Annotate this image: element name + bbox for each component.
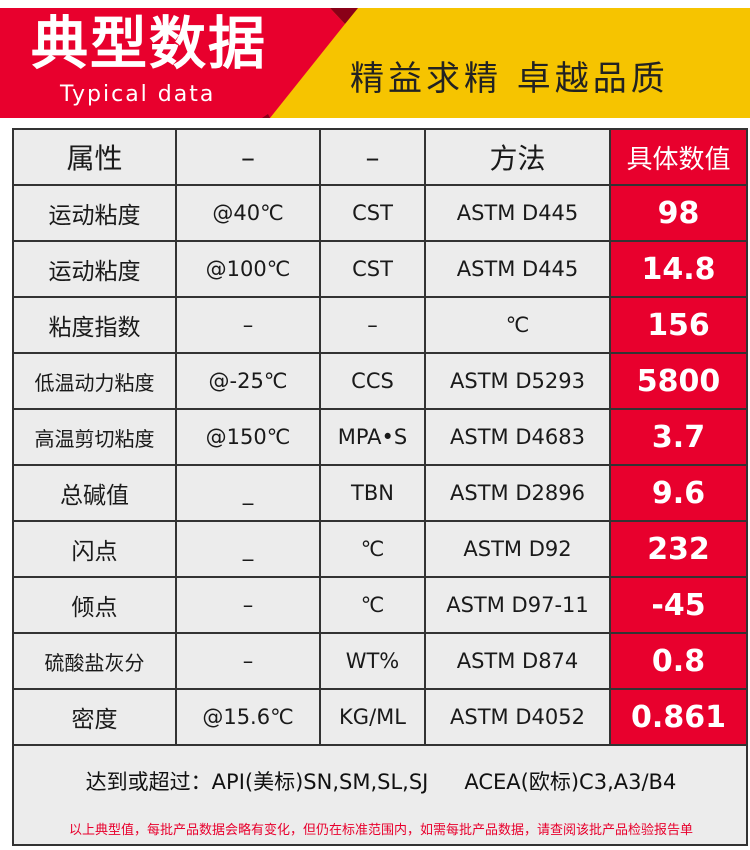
value-cell: 9.6 [611, 466, 748, 522]
method-cell: ASTM D5293 [426, 354, 611, 410]
banner-background [0, 8, 750, 118]
condition-cell: @100℃ [177, 242, 321, 298]
unit-cell: MPA•S [321, 410, 426, 466]
method-cell: ASTM D445 [426, 242, 611, 298]
property-cell: 运动粘度 [14, 242, 177, 298]
unit-cell: CCS [321, 354, 426, 410]
disclaimer-note: 以上典型值，每批产品数据会略有变化，但仍在标准范围内，如需每批产品数据，请查阅该… [68, 823, 693, 838]
condition-cell: @-25℃ [177, 354, 321, 410]
condition-cell: – [177, 298, 321, 354]
value-cell: 5800 [611, 354, 748, 410]
condition-cell: @40℃ [177, 186, 321, 242]
unit-cell: KG/ML [321, 690, 426, 746]
condition-cell: – [177, 634, 321, 690]
header-cell: 方法 [426, 130, 611, 186]
unit-cell: TBN [321, 466, 426, 522]
condition-cell: @150℃ [177, 410, 321, 466]
unit-cell: ℃ [321, 578, 426, 634]
property-cell: 闪点 [14, 522, 177, 578]
value-cell: 232 [611, 522, 748, 578]
property-cell: 低温动力粘度 [14, 354, 177, 410]
value-cell: 0.8 [611, 634, 748, 690]
banner-slogan: 精益求精 卓越品质 [350, 59, 669, 99]
unit-cell: ℃ [321, 522, 426, 578]
unit-cell: CST [321, 186, 426, 242]
method-cell: ASTM D2896 [426, 466, 611, 522]
condition-cell: – [177, 578, 321, 634]
header-banner: 典型数据 Typical data 精益求精 卓越品质 [0, 0, 750, 118]
condition-cell: @15.6℃ [177, 690, 321, 746]
value-cell: 156 [611, 298, 748, 354]
api-standard: 达到或超过：API(美标)SN,SM,SL,SJ [85, 770, 429, 794]
value-cell: 0.861 [611, 690, 748, 746]
standards-line: 达到或超过：API(美标)SN,SM,SL,SJ ACEA(欧标)C3,A3/B… [14, 746, 748, 816]
banner-subtitle: Typical data [60, 82, 216, 107]
condition-cell: _ [177, 522, 321, 578]
acea-standard: ACEA(欧标)C3,A3/B4 [464, 770, 677, 794]
header-cell: 具体数值 [611, 130, 748, 186]
header-cell: – [321, 130, 426, 186]
unit-cell: CST [321, 242, 426, 298]
property-cell: 粘度指数 [14, 298, 177, 354]
property-cell: 密度 [14, 690, 177, 746]
method-cell: ASTM D445 [426, 186, 611, 242]
method-cell: ASTM D874 [426, 634, 611, 690]
method-cell: ASTM D4683 [426, 410, 611, 466]
banner-title: 典型数据 [31, 11, 267, 77]
footer-frame [14, 744, 748, 846]
header-cell: – [177, 130, 321, 186]
method-cell: ℃ [426, 298, 611, 354]
condition-cell: _ [177, 466, 321, 522]
property-cell: 运动粘度 [14, 186, 177, 242]
value-cell: 98 [611, 186, 748, 242]
property-cell: 高温剪切粘度 [14, 410, 177, 466]
value-cell: 3.7 [611, 410, 748, 466]
header-cell: 属性 [14, 130, 177, 186]
property-cell: 硫酸盐灰分 [14, 634, 177, 690]
spec-table: 达到或超过：API(美标)SN,SM,SL,SJ ACEA(欧标)C3,A3/B… [12, 128, 748, 846]
unit-cell: – [321, 298, 426, 354]
method-cell: ASTM D97-11 [426, 578, 611, 634]
unit-cell: WT% [321, 634, 426, 690]
method-cell: ASTM D92 [426, 522, 611, 578]
method-cell: ASTM D4052 [426, 690, 611, 746]
value-cell: -45 [611, 578, 748, 634]
property-cell: 倾点 [14, 578, 177, 634]
property-cell: 总碱值 [14, 466, 177, 522]
value-cell: 14.8 [611, 242, 748, 298]
